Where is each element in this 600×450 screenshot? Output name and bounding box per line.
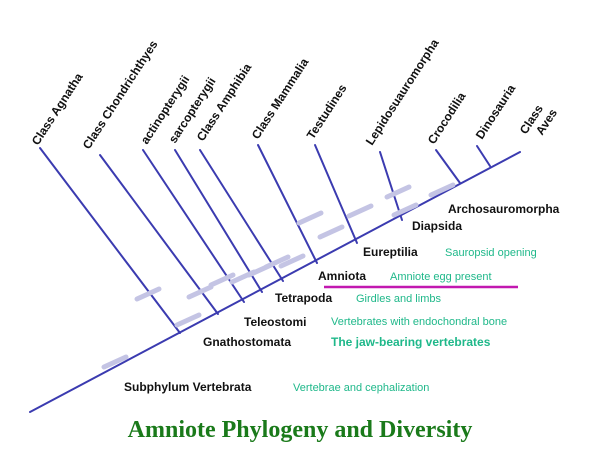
taxon-label: Crocodilia [425,90,469,147]
trait-label-vertebrata: Vertebrae and cephalization [293,382,429,394]
synapomorphy-tick [134,286,162,302]
branch-line [379,151,403,221]
trait-label-gnathostomata: The jaw-bearing vertebrates [331,335,491,349]
synapomorphy-tick [296,210,324,226]
clade-label-teleostomi: Teleostomi [244,315,306,329]
branch-line [257,144,318,264]
clade-label-diapsida: Diapsida [412,219,462,233]
taxon-label: Testudines [304,81,350,141]
taxon-label: Dinosauria [473,82,519,142]
branch-line [39,147,181,334]
clade-label-tetrapoda: Tetrapoda [275,291,332,305]
clade-label-eureptilia: Eureptilia [363,245,418,259]
branch-line [476,145,491,167]
synapomorphy-tick [317,224,345,240]
clade-label-gnathostomata: Gnathostomata [203,335,291,349]
trait-label-teleostomi: Vertebrates with endochondral bone [331,316,507,328]
taxon-label: Class Agnatha [29,70,86,147]
branch-line [174,149,263,293]
branch-line [435,149,461,184]
synapomorphy-tick [428,182,456,198]
trait-label-tetrapoda: Girdles and limbs [356,293,441,305]
synapomorphy-tick [263,254,291,270]
synapomorphy-tick [101,354,129,370]
tree-lines [29,144,521,413]
trait-label-amniota: Amniote egg present [390,271,492,283]
synapomorphy-tick [208,272,236,288]
synapomorphy-tick [174,312,202,328]
clade-label-vertebrata: Subphylum Vertebrata [124,380,252,394]
diagram-title: Amniote Phylogeny and Diversity [128,417,473,443]
synapomorphy-tick [346,203,374,219]
synapomorphy-tick [384,184,412,200]
taxon-label-aves: ClassAves [517,98,560,144]
trait-label-eureptilia: Sauropsid opening [445,247,537,259]
branch-line [314,144,358,244]
main-spine-line [29,151,521,413]
synapomorphy-ticks [101,182,456,370]
synapomorphy-tick [186,284,214,300]
clade-label-archosauromorpha: Archosauromorpha [448,202,560,216]
clade-label-amniota: Amniota [318,269,366,283]
synapomorphy-tick [391,202,419,218]
taxon-label: Class Mammalia [249,55,312,141]
branch-line [199,149,284,282]
branch-line [99,154,219,315]
synapomorphy-tick [278,253,306,269]
